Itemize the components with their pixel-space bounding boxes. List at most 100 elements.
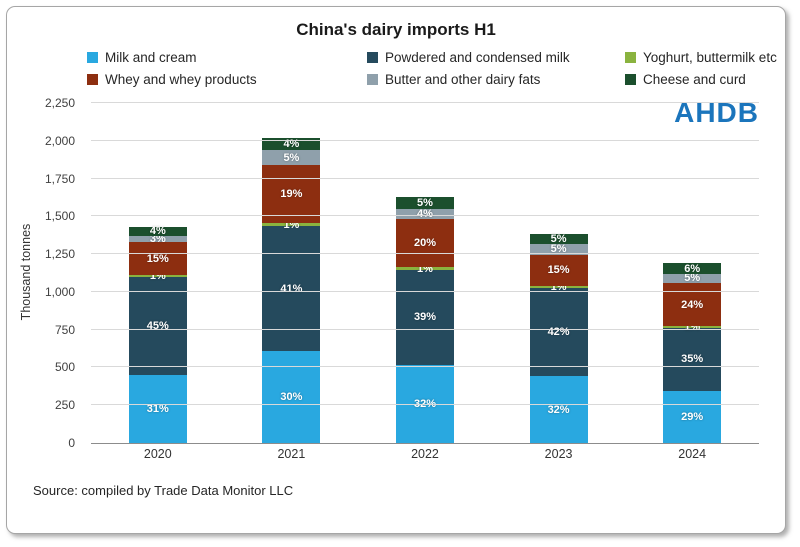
segment-pct-label: 20%: [413, 237, 436, 250]
y-tick-label: 1,250: [44, 247, 75, 262]
gridline: [91, 404, 759, 406]
segment-cheese-and-curd: 4%: [262, 137, 321, 151]
gridline: [91, 366, 759, 368]
y-tick-label: 1,500: [44, 209, 75, 224]
chart-title: China's dairy imports H1: [296, 20, 496, 39]
segment-pct-label: 15%: [547, 264, 570, 277]
segment-pct-label: 1%: [149, 270, 166, 283]
segment-pct-label: 31%: [146, 403, 169, 416]
legend-label: Butter and other dairy fats: [385, 72, 541, 87]
segment-yoghurt-buttermilk-etc: 1%: [128, 271, 187, 282]
segment-pct-label: 4%: [149, 225, 166, 238]
segment-milk-and-cream: 31%: [128, 375, 187, 443]
gridline: [91, 177, 759, 179]
segment-cheese-and-curd: 5%: [529, 232, 588, 245]
segment-pct-label: 41%: [280, 282, 303, 295]
chart-frame: China's dairy imports H1 Milk and cream P…: [6, 6, 786, 534]
segment-whey-and-whey-products: 20%: [395, 218, 454, 268]
legend-label: Whey and whey products: [105, 72, 257, 87]
x-axis: 2020 2021 2022 2023 2024: [91, 447, 759, 461]
gridline: [91, 215, 759, 217]
segment-pct-label: 35%: [681, 353, 704, 366]
segment-pct-label: 5%: [417, 196, 433, 209]
y-tick-label: 2,000: [44, 133, 75, 148]
segment-pct-label: 19%: [280, 188, 303, 201]
legend-label: Cheese and curd: [643, 72, 746, 87]
legend-swatch-icon: [367, 52, 378, 63]
segment-pct-label: 1%: [684, 321, 701, 334]
segment-pct-label: 5%: [550, 232, 567, 245]
gridline: [91, 253, 759, 255]
legend-label: Powdered and condensed milk: [385, 50, 570, 65]
y-tick-label: 750: [54, 322, 75, 337]
plot-area: 31% 45% 1% 15% 3% 4% 30% 41% 1% 19% 5% 4% 32% 39% 1% 20…: [91, 102, 759, 444]
segment-pct-label: 15%: [146, 252, 169, 265]
segment-butter-and-other-dairy-fats: 5%: [529, 243, 588, 256]
legend-item-milk-and-cream: Milk and cream: [87, 50, 367, 65]
legend-swatch-icon: [87, 52, 98, 63]
segment-pct-label: 30%: [280, 391, 303, 404]
segment-pct-label: 4%: [417, 207, 433, 220]
ahdb-logo: AHDB: [674, 97, 759, 128]
segment-butter-and-other-dairy-fats: 3%: [128, 232, 187, 245]
y-axis: 0 250 500 750 1,000 1,250 1,500 1,750 2,000 2,250: [7, 96, 83, 450]
segment-pct-label: 1%: [417, 262, 433, 275]
bar-column: 30% 41% 1% 19% 5% 4%: [225, 103, 359, 443]
segment-yoghurt-buttermilk-etc: 1%: [395, 263, 454, 274]
bar-2022: 32% 39% 1% 20% 4% 5%: [395, 196, 454, 443]
segment-pct-label: 4%: [283, 137, 300, 150]
bar-2024: 29% 35% 1% 24% 5% 6%: [663, 262, 722, 443]
segment-pct-label: 5%: [550, 243, 567, 256]
segment-cheese-and-curd: 5%: [395, 196, 454, 209]
y-tick-label: 250: [54, 398, 75, 413]
segment-powdered-and-condensed-milk: 39%: [395, 269, 454, 365]
segment-butter-and-other-dairy-fats: 5%: [663, 272, 722, 285]
y-tick-label: 1,750: [44, 171, 75, 186]
legend-label: Yoghurt, buttermilk etc: [643, 50, 777, 65]
gridline: [91, 290, 759, 292]
segment-milk-and-cream: 29%: [663, 390, 722, 443]
segment-powdered-and-condensed-milk: 41%: [262, 226, 321, 352]
segment-pct-label: 5%: [283, 151, 300, 164]
legend: Milk and cream Powdered and condensed mil…: [7, 50, 785, 87]
legend-item-butter-and-other-dairy-fats: Butter and other dairy fats: [367, 72, 625, 87]
segment-pct-label: 6%: [684, 262, 701, 275]
legend-item-powdered-and-condensed-milk: Powdered and condensed milk: [367, 50, 625, 65]
legend-item-whey-and-whey-products: Whey and whey products: [87, 72, 367, 87]
bar-column: 29% 35% 1% 24% 5% 6%: [625, 103, 759, 443]
segment-pct-label: 5%: [684, 272, 701, 285]
legend-swatch-icon: [625, 52, 636, 63]
gridline: [91, 328, 759, 330]
y-tick-label: 1,000: [44, 284, 75, 299]
segment-milk-and-cream: 30%: [262, 351, 321, 443]
segment-whey-and-whey-products: 24%: [663, 282, 722, 327]
segment-milk-and-cream: 32%: [395, 364, 454, 443]
segment-powdered-and-condensed-milk: 45%: [128, 277, 187, 376]
bar-column: 31% 45% 1% 15% 3% 4%: [91, 103, 225, 443]
x-tick-label: 2023: [544, 447, 573, 461]
gridline: [91, 102, 759, 103]
segment-whey-and-whey-products: 15%: [128, 242, 187, 275]
segment-butter-and-other-dairy-fats: 5%: [262, 150, 321, 166]
segment-whey-and-whey-products: 15%: [529, 254, 588, 287]
segment-pct-label: 29%: [681, 410, 704, 423]
segment-yoghurt-buttermilk-etc: 1%: [663, 322, 722, 333]
segment-pct-label: 32%: [547, 403, 570, 416]
segment-whey-and-whey-products: 19%: [262, 165, 321, 224]
segment-pct-label: 3%: [149, 232, 166, 245]
y-tick-label: 500: [54, 360, 75, 375]
legend-item-cheese-and-curd: Cheese and curd: [625, 72, 785, 87]
segment-pct-label: 1%: [283, 218, 300, 231]
bar-2020: 31% 45% 1% 15% 3% 4%: [128, 225, 187, 443]
segment-pct-label: 1%: [550, 281, 567, 294]
legend-swatch-icon: [87, 74, 98, 85]
chart-area: Thousand tonnes 0 250 500 750 1,000 1,250 1,50…: [7, 95, 785, 477]
segment-cheese-and-curd: 4%: [128, 225, 187, 238]
y-tick-label: 0: [68, 436, 75, 450]
x-tick-label: 2024: [678, 447, 707, 461]
legend-item-yoghurt-buttermilk-etc: Yoghurt, buttermilk etc: [625, 50, 785, 65]
legend-swatch-icon: [625, 74, 636, 85]
segment-pct-label: 39%: [413, 311, 436, 324]
x-tick-label: 2020: [143, 447, 172, 461]
segment-cheese-and-curd: 6%: [663, 262, 722, 275]
